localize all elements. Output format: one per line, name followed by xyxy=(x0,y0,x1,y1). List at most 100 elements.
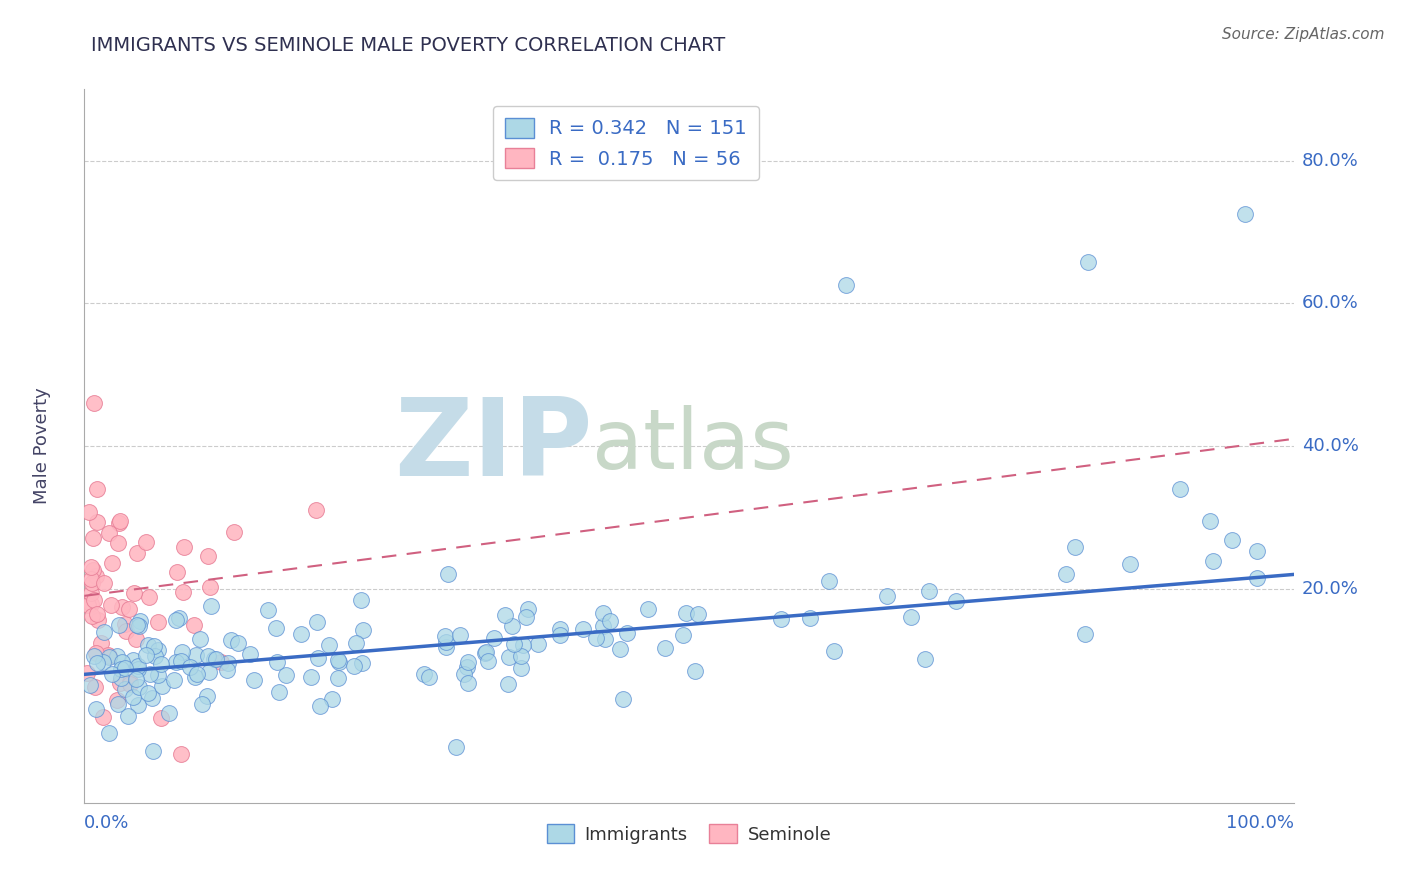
Point xyxy=(138,590,160,604)
Point xyxy=(82,609,104,624)
Point xyxy=(86,515,108,529)
Point xyxy=(823,644,845,658)
Point xyxy=(127,698,149,713)
Point xyxy=(146,668,169,682)
Point xyxy=(1220,533,1243,548)
Point xyxy=(592,619,614,633)
Point xyxy=(77,506,100,520)
Point xyxy=(1168,482,1191,496)
Point xyxy=(418,670,440,684)
Point xyxy=(1074,627,1097,641)
Text: Source: ZipAtlas.com: Source: ZipAtlas.com xyxy=(1222,27,1385,42)
Point xyxy=(527,637,550,651)
Point xyxy=(114,681,136,696)
Point xyxy=(1202,554,1225,568)
Point xyxy=(457,655,479,669)
Point xyxy=(157,706,180,720)
Point xyxy=(170,654,193,668)
Point xyxy=(328,655,350,669)
Point xyxy=(80,575,103,590)
Point xyxy=(87,613,110,627)
Point xyxy=(93,576,115,591)
Point xyxy=(512,638,534,652)
Point xyxy=(202,652,225,666)
Point xyxy=(179,659,201,673)
Point xyxy=(163,673,186,687)
Point xyxy=(1234,207,1257,221)
Point xyxy=(515,610,537,624)
Point xyxy=(83,648,105,663)
Point xyxy=(107,536,129,550)
Point xyxy=(108,617,131,632)
Point xyxy=(914,652,936,666)
Point xyxy=(86,646,108,660)
Point xyxy=(183,618,205,632)
Point xyxy=(548,628,571,642)
Text: 80.0%: 80.0% xyxy=(1302,152,1358,169)
Point xyxy=(817,574,839,588)
Point xyxy=(105,648,128,663)
Point xyxy=(91,710,114,724)
Point xyxy=(307,650,329,665)
Point xyxy=(688,607,710,622)
Point xyxy=(173,540,195,554)
Point xyxy=(198,665,221,679)
Point xyxy=(111,600,134,615)
Point xyxy=(350,592,373,607)
Point xyxy=(550,622,572,636)
Point xyxy=(98,725,121,739)
Point xyxy=(135,535,157,549)
Point xyxy=(115,624,138,639)
Text: 0.0%: 0.0% xyxy=(84,814,129,831)
Point xyxy=(86,569,108,583)
Point xyxy=(165,613,187,627)
Point xyxy=(86,607,108,621)
Point xyxy=(114,661,136,675)
Point xyxy=(209,655,232,669)
Point xyxy=(1246,543,1268,558)
Point xyxy=(146,615,169,629)
Point xyxy=(197,549,219,564)
Point xyxy=(120,677,142,691)
Point xyxy=(595,632,617,647)
Point xyxy=(82,563,104,577)
Point xyxy=(80,560,103,574)
Point xyxy=(436,640,458,655)
Point xyxy=(637,602,659,616)
Point xyxy=(477,654,499,668)
Point xyxy=(108,514,131,528)
Point xyxy=(1064,541,1087,555)
Point xyxy=(510,648,533,663)
Point xyxy=(195,690,218,704)
Text: 60.0%: 60.0% xyxy=(1302,294,1358,312)
Point xyxy=(127,662,149,676)
Point xyxy=(496,676,519,690)
Point xyxy=(125,632,148,646)
Point xyxy=(457,676,479,690)
Point xyxy=(413,667,436,681)
Point xyxy=(572,623,595,637)
Point xyxy=(188,632,211,646)
Point xyxy=(616,626,638,640)
Point xyxy=(118,601,141,615)
Point xyxy=(141,690,163,705)
Point xyxy=(328,671,350,685)
Point xyxy=(184,648,207,662)
Point xyxy=(172,584,194,599)
Point xyxy=(101,556,124,570)
Point xyxy=(91,655,114,669)
Point xyxy=(453,667,475,681)
Point xyxy=(353,623,375,637)
Point xyxy=(474,646,496,660)
Point xyxy=(143,648,166,663)
Point xyxy=(683,664,706,678)
Point xyxy=(83,593,105,607)
Point xyxy=(166,566,188,580)
Point xyxy=(918,584,941,599)
Point xyxy=(98,650,121,665)
Point xyxy=(503,637,526,651)
Point xyxy=(222,524,245,539)
Point xyxy=(449,628,471,642)
Point xyxy=(769,612,792,626)
Point xyxy=(127,658,149,673)
